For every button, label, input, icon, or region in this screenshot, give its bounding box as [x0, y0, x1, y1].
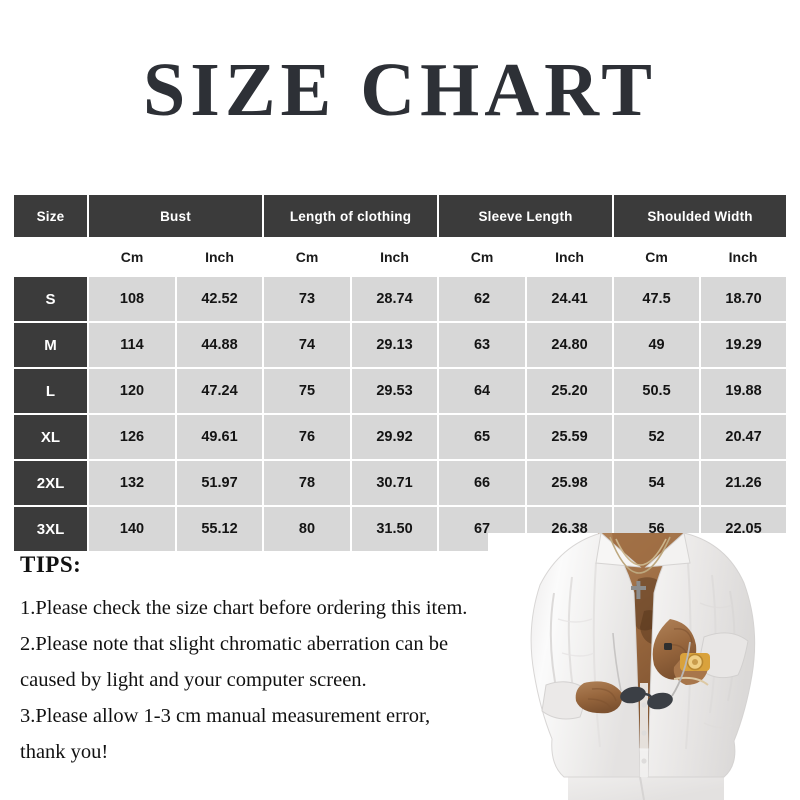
cell-bust-cm: 140: [88, 506, 177, 551]
shirt-cuff-right: [697, 632, 749, 679]
button: [641, 758, 647, 764]
unit-length-inch: Inch: [351, 237, 439, 277]
table-row: XL 126 49.61 76 29.92 65 25.59 52 20.47: [14, 414, 787, 461]
cell-shoulder-cm: 52: [613, 414, 702, 461]
unit-sleeve-inch: Inch: [526, 237, 614, 277]
cell-length-cm: 73: [263, 277, 352, 323]
cell-bust-inch: 55.12: [176, 506, 264, 551]
size-label: 3XL: [14, 506, 89, 551]
cell-length-inch: 28.74: [351, 277, 440, 323]
cell-length-cm: 75: [263, 368, 352, 415]
model-illustration: [488, 533, 800, 800]
header-shoulded-width: Shoulded Width: [613, 195, 787, 237]
tips-line-5: thank you!: [20, 741, 109, 763]
necklace-chain-lower: [609, 536, 671, 574]
button: [641, 730, 647, 736]
cell-sleeve-inch: 25.20: [526, 368, 615, 415]
cell-sleeve-inch: 24.80: [526, 322, 615, 369]
page-title: SIZE CHART: [142, 48, 657, 132]
tips-line-1: 1.Please check the size chart before ord…: [20, 597, 468, 619]
cell-bust-cm: 114: [88, 322, 177, 369]
bracelet: [673, 676, 709, 686]
necklace-chain-upper: [615, 538, 667, 566]
unit-length-cm: Cm: [263, 237, 351, 277]
cell-bust-inch: 47.24: [176, 368, 264, 415]
button: [641, 702, 647, 708]
left-hand: [575, 681, 623, 714]
unit-sleeve-cm: Cm: [438, 237, 527, 277]
product-photo: [488, 533, 800, 800]
table-group-header-row: Size Bust Length of clothing Sleeve Leng…: [14, 195, 787, 237]
cell-shoulder-cm: 49: [613, 322, 702, 369]
cell-shoulder-inch: 21.26: [700, 460, 787, 507]
cell-shoulder-cm: 54: [613, 460, 702, 507]
cell-sleeve-cm: 67: [438, 506, 528, 551]
cell-shoulder-inch: 19.88: [700, 368, 787, 415]
header-length-of-clothing: Length of clothing: [263, 195, 440, 237]
cell-sleeve-cm: 63: [438, 322, 528, 369]
collar-right: [644, 533, 691, 568]
size-label: M: [14, 322, 89, 369]
cell-length-cm: 76: [263, 414, 352, 461]
cell-length-inch: 29.53: [351, 368, 440, 415]
cross-pendant: [631, 581, 646, 599]
table-row: L 120 47.24 75 29.53 64 25.20 50.5 19.88: [14, 368, 787, 415]
cell-length-cm: 74: [263, 322, 352, 369]
cell-bust-inch: 44.88: [176, 322, 264, 369]
table-row: S 108 42.52 73 28.74 62 24.41 47.5 18.70: [14, 277, 787, 323]
unit-size-blank: [14, 237, 88, 277]
tips-heading: TIPS:: [20, 552, 82, 577]
cell-length-cm: 80: [263, 506, 352, 551]
header-sleeve-length: Sleeve Length: [438, 195, 615, 237]
cell-bust-cm: 132: [88, 460, 177, 507]
unit-bust-inch: Inch: [176, 237, 263, 277]
header-size: Size: [14, 195, 89, 237]
cell-shoulder-inch: 19.29: [700, 322, 787, 369]
cell-sleeve-cm: 65: [438, 414, 528, 461]
table-row: 2XL 132 51.97 78 30.71 66 25.98 54 21.26: [14, 460, 787, 507]
cell-bust-inch: 49.61: [176, 414, 264, 461]
tips-line-3: caused by light and your computer screen…: [20, 669, 367, 691]
cell-length-inch: 31.50: [351, 506, 440, 551]
header-bust: Bust: [88, 195, 264, 237]
cell-sleeve-cm: 66: [438, 460, 528, 507]
cell-length-cm: 78: [263, 460, 352, 507]
cell-bust-cm: 126: [88, 414, 177, 461]
cell-shoulder-inch: 18.70: [700, 277, 787, 323]
cell-shoulder-cm: 47.5: [613, 277, 702, 323]
table-unit-header-row: Cm Inch Cm Inch Cm Inch Cm Inch: [14, 237, 787, 277]
cell-shoulder-inch: 20.47: [700, 414, 787, 461]
cell-length-inch: 29.13: [351, 322, 440, 369]
cell-sleeve-inch: 25.59: [526, 414, 615, 461]
tips-section: TIPS: 1.Please check the size chart befo…: [20, 552, 490, 770]
size-table: Size Bust Length of clothing Sleeve Leng…: [14, 195, 787, 551]
cell-bust-cm: 120: [88, 368, 177, 415]
cell-bust-inch: 51.97: [176, 460, 264, 507]
tips-line-4: 3.Please allow 1-3 cm manual measurement…: [20, 705, 431, 727]
cell-sleeve-cm: 64: [438, 368, 528, 415]
size-table-container: Size Bust Length of clothing Sleeve Leng…: [14, 195, 787, 551]
size-label: XL: [14, 414, 89, 461]
size-label: S: [14, 277, 89, 323]
size-label: 2XL: [14, 460, 89, 507]
cell-bust-cm: 108: [88, 277, 177, 323]
unit-shoulder-inch: Inch: [700, 237, 787, 277]
cell-length-inch: 30.71: [351, 460, 440, 507]
cell-bust-inch: 42.52: [176, 277, 264, 323]
cell-sleeve-inch: 25.98: [526, 460, 615, 507]
unit-bust-cm: Cm: [88, 237, 176, 277]
cell-sleeve-inch: 24.41: [526, 277, 615, 323]
cell-shoulder-cm: 50.5: [613, 368, 702, 415]
ring: [664, 643, 672, 650]
size-label: L: [14, 368, 89, 415]
unit-shoulder-cm: Cm: [613, 237, 701, 277]
cell-sleeve-cm: 62: [438, 277, 528, 323]
sunglasses: [612, 632, 691, 710]
tips-line-2: 2.Please note that slight chromatic aber…: [20, 633, 449, 655]
cell-length-inch: 29.92: [351, 414, 440, 461]
table-row: M 114 44.88 74 29.13 63 24.80 49 19.29: [14, 322, 787, 369]
sunglasses-temple: [671, 641, 691, 697]
